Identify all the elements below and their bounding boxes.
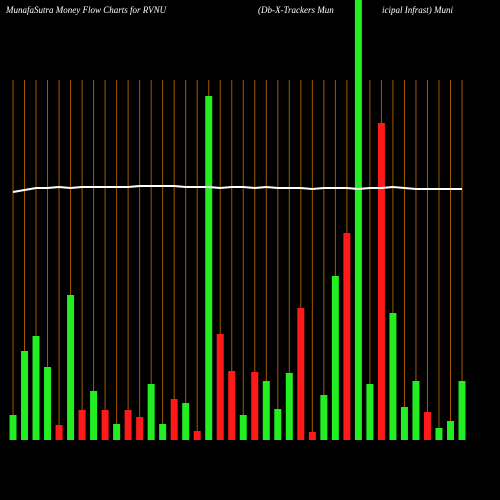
bar [435, 428, 443, 440]
bar [90, 391, 98, 440]
bar [21, 351, 29, 440]
bar [354, 0, 362, 440]
money-flow-line [12, 185, 462, 193]
bar [55, 425, 63, 440]
bar [297, 308, 305, 440]
bar [446, 421, 454, 440]
bar [412, 381, 420, 440]
bar [136, 417, 144, 440]
bar [400, 407, 408, 440]
chart-title: MunafaSutra Money Flow Charts for RVNU [5, 5, 167, 15]
bar [331, 276, 339, 440]
bar [458, 381, 466, 440]
bar [193, 431, 201, 440]
bar [343, 233, 351, 440]
bar [32, 336, 40, 440]
bar [423, 412, 431, 440]
bar [251, 372, 259, 440]
chart-title: icipal Infrast) Muni [382, 5, 453, 15]
bar [78, 410, 86, 440]
bar [124, 410, 132, 440]
bar [101, 410, 109, 440]
chart-title: (Db-X-Trackers Mun [258, 5, 334, 15]
bar [44, 367, 52, 440]
bar [147, 384, 155, 440]
bar [67, 295, 75, 440]
bar [389, 313, 397, 440]
bar [159, 424, 167, 440]
bar [216, 334, 224, 440]
bar [205, 96, 213, 440]
bar [320, 395, 328, 440]
bar [170, 399, 178, 440]
bar [182, 403, 190, 440]
bar [274, 409, 282, 440]
bar [377, 123, 385, 440]
bar [262, 381, 270, 440]
bar [113, 424, 121, 440]
bar [366, 384, 374, 440]
bar [308, 432, 316, 440]
bar [285, 373, 293, 440]
bar [9, 415, 17, 440]
bar [228, 371, 236, 440]
bar [239, 415, 247, 440]
